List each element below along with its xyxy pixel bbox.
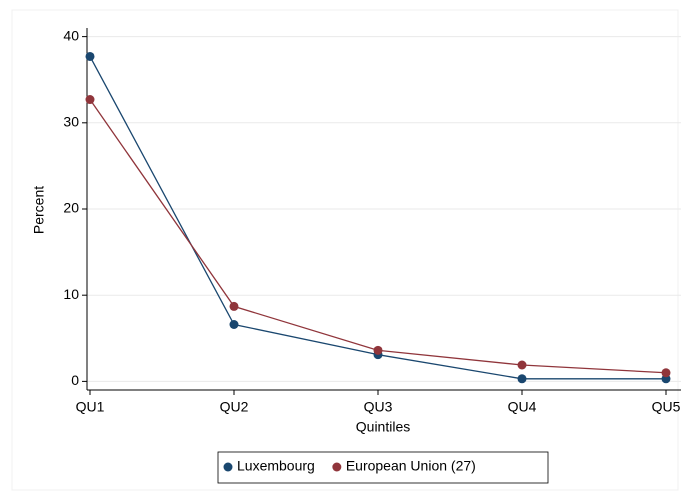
x-tick-label: QU3 xyxy=(364,399,393,415)
y-axis-title: Percent xyxy=(31,186,47,234)
series-line xyxy=(89,99,667,374)
y-tick-label: 20 xyxy=(63,200,79,216)
y-tick-label: 30 xyxy=(63,114,79,130)
series-line xyxy=(89,56,666,380)
data-point xyxy=(85,95,95,105)
legend-marker xyxy=(223,462,233,472)
legend: Luxembourg European Union (27) xyxy=(217,451,549,484)
data-point xyxy=(229,319,239,329)
x-axis-title: Quintiles xyxy=(356,419,410,435)
legend-label: Luxembourg xyxy=(237,458,315,474)
x-tick-label: QU2 xyxy=(220,399,249,415)
data-point xyxy=(517,374,527,384)
data-point xyxy=(85,51,95,61)
y-tick-label: 10 xyxy=(63,286,79,302)
x-tick-label: QU5 xyxy=(652,399,681,415)
data-point xyxy=(517,360,527,370)
outer-frame xyxy=(11,9,679,491)
data-point xyxy=(661,368,671,378)
legend-box xyxy=(217,451,549,484)
legend-marker xyxy=(332,462,342,472)
x-tick-label: QU4 xyxy=(508,399,537,415)
y-tick-label: 0 xyxy=(71,372,79,388)
y-tick-label: 40 xyxy=(63,27,79,43)
data-point xyxy=(373,345,383,355)
legend-label: European Union (27) xyxy=(346,458,476,474)
data-point xyxy=(229,301,239,311)
x-tick-label: QU1 xyxy=(76,399,105,415)
